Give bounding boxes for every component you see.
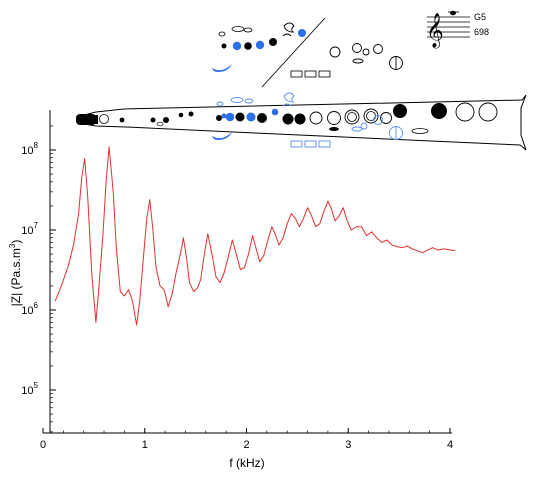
y-tick-label: 105 [21,381,38,397]
pressed-key-icon [246,112,256,122]
diagram-divider [261,17,326,88]
x-tick-label: 4 [447,439,453,451]
note-frequency-label: 698 [474,27,489,37]
x-ticks: 0 1 2 3 4 [40,428,453,451]
y-axis-label: |Z| (Pa.s.m3) [8,240,23,307]
note-head-icon [450,10,456,16]
note-header: 𝄞 G5 698 [426,10,489,49]
mouthpiece [76,114,96,125]
x-tick-label: 0 [40,439,46,451]
key-overlay [216,92,403,148]
pressed-key-icon [225,112,235,122]
staff-lines [427,16,470,38]
y-tick-label: 108 [21,141,38,157]
series-line [54,146,456,326]
axes [43,110,452,434]
fingering-diagram-top [212,17,403,88]
clarinet-body [76,94,527,151]
y-tick-label: 106 [21,301,38,317]
y-ticks: 105 106 107 108 [21,125,56,433]
pressed-key-icon [232,41,242,51]
pressed-key-icon [271,108,279,116]
treble-clef-icon: 𝄞 [426,13,444,49]
y-tick-label: 107 [21,221,38,237]
series-layer [54,146,456,326]
crescent-key-icon [212,132,232,140]
x-axis-label: f (kHz) [229,456,264,470]
crescent-key-icon [212,64,232,72]
x-tick-label: 3 [345,439,351,451]
pressed-key-icon [255,40,265,50]
pressed-key-icon [221,113,227,119]
x-tick-label: 2 [243,439,249,451]
x-tick-label: 1 [142,439,148,451]
note-name-label: G5 [474,12,486,22]
